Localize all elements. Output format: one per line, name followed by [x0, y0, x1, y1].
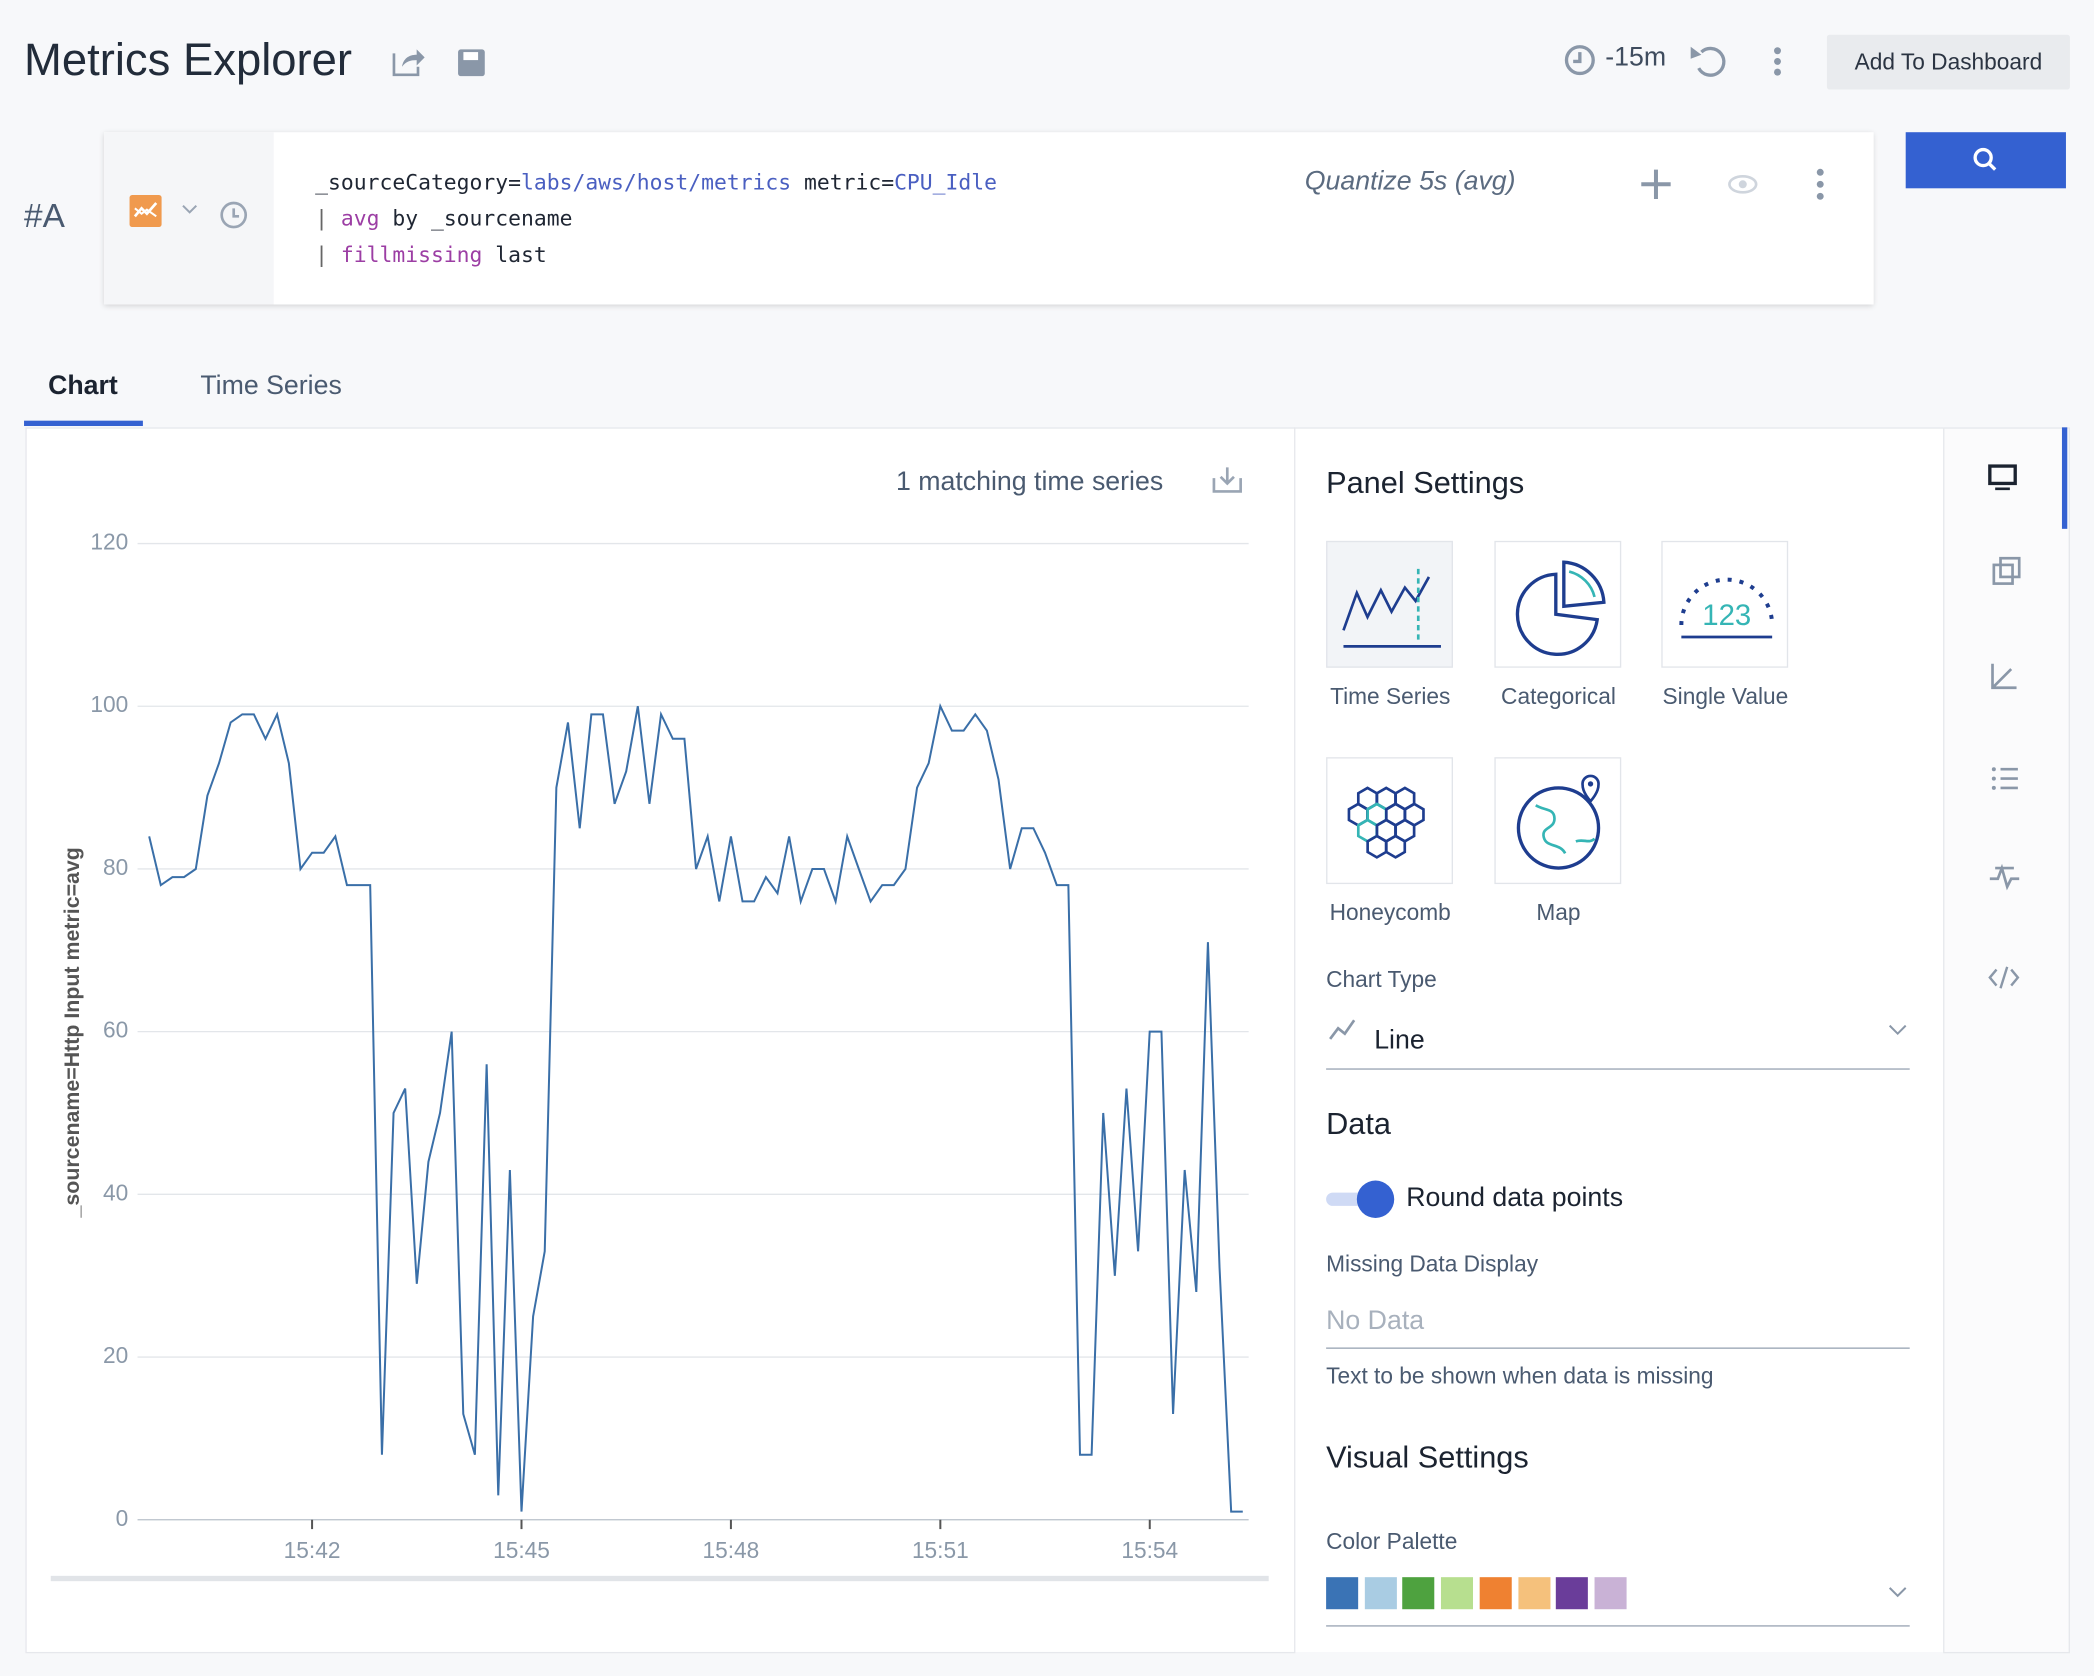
query-line: _sourceCategory=labs/aws/host/metrics me… — [315, 164, 997, 200]
query-token: | — [315, 241, 341, 268]
matching-count: 1 matching time series — [895, 467, 1164, 497]
hex-cell — [1366, 834, 1388, 859]
query-label: #A — [24, 197, 65, 236]
quantize[interactable]: Quantize 5s (avg) — [1304, 166, 1516, 197]
missing-input[interactable]: No Data — [1326, 1306, 1425, 1336]
x-tick-label: 15:51 — [912, 1537, 969, 1563]
y-tick-label: 20 — [103, 1342, 128, 1368]
query-token: | — [315, 205, 341, 232]
palette-swatch — [1479, 1577, 1512, 1610]
x-tick-label: 15:48 — [703, 1537, 760, 1563]
search-button[interactable] — [1905, 132, 2066, 189]
field-label: Chart Type — [1326, 966, 1437, 993]
underline — [1326, 1347, 1910, 1349]
hex-cell — [1385, 834, 1407, 859]
y-tick-label: 0 — [116, 1505, 129, 1531]
palette-swatch — [1556, 1577, 1589, 1610]
chevron[interactable] — [1886, 1020, 1910, 1039]
y-tick-label: 120 — [90, 529, 128, 555]
chart-panel — [25, 427, 1296, 1654]
query-line: | avg by _sourcename — [315, 200, 997, 236]
palette-swatch — [1364, 1577, 1397, 1610]
chart-kind-label: Categorical — [1501, 683, 1616, 710]
y-tick-label: 40 — [103, 1179, 128, 1205]
query-token: fillmissing — [340, 241, 483, 268]
section-title: Visual Settings — [1326, 1439, 1529, 1475]
query-token: labs/aws/host/metrics — [520, 169, 792, 195]
svg-text:123: 123 — [1702, 599, 1751, 632]
title-icons — [392, 49, 485, 77]
underline — [1326, 1625, 1910, 1627]
chart-kind-label: Single Value — [1662, 683, 1789, 710]
toggle-label: Round data points — [1406, 1183, 1624, 1213]
palette-swatch — [1594, 1577, 1627, 1610]
toolbar-icons[interactable] — [1562, 41, 1802, 81]
download-icon[interactable] — [1211, 465, 1246, 497]
query-actions[interactable] — [1637, 167, 1837, 202]
categorical-icon — [1515, 560, 1606, 657]
chart-kind-card[interactable] — [1326, 540, 1453, 668]
query-token: metric= — [791, 169, 895, 195]
single-value-icon: 123 — [1679, 577, 1775, 639]
y-tick-label: 60 — [103, 1017, 128, 1043]
palette-swatch — [1517, 1577, 1550, 1610]
chart-kind-card[interactable] — [1494, 757, 1622, 885]
field-label: Missing Data Display — [1326, 1251, 1539, 1277]
x-tick-label: 15:42 — [284, 1537, 341, 1563]
help-text: Text to be shown when data is missing — [1326, 1363, 1714, 1389]
query-token: last — [482, 241, 547, 268]
honeycomb-icon — [1347, 786, 1425, 859]
time-range[interactable]: -15m — [1605, 42, 1667, 73]
query-icons[interactable] — [128, 194, 251, 231]
chart-type-select[interactable]: Line — [1374, 1025, 1425, 1056]
query-token: avg — [340, 205, 380, 232]
time-series-icon — [1342, 568, 1441, 648]
toggle-knob[interactable] — [1356, 1180, 1395, 1218]
field-label: Color Palette — [1326, 1529, 1458, 1555]
query-token: by _sourcename — [379, 205, 573, 232]
query-text[interactable]: _sourceCategory=labs/aws/host/metrics me… — [315, 164, 997, 272]
query-line: | fillmissing last — [315, 236, 997, 272]
query-token: CPU_Idle — [894, 169, 997, 195]
y-tick-label: 100 — [90, 691, 128, 717]
scrollbar[interactable] — [50, 1575, 1269, 1582]
chart-kind-card[interactable] — [1494, 540, 1622, 668]
x-tick-label: 15:54 — [1121, 1537, 1178, 1563]
side-bar-indicator — [2061, 427, 2068, 529]
search-icon — [1973, 147, 1997, 171]
side-bar — [1943, 427, 2070, 1654]
chart-kind-card[interactable] — [1326, 757, 1453, 885]
series-line — [148, 703, 1243, 1513]
section-title: Panel Settings — [1326, 464, 1525, 500]
chart-kind-label: Honeycomb — [1329, 900, 1451, 926]
y-axis-label: _sourcename=Http Input metric=avg — [60, 847, 84, 1218]
chart-kind-label: Time Series — [1330, 683, 1451, 710]
y-tick-label: 80 — [103, 854, 128, 880]
line-icon — [1329, 1019, 1356, 1040]
palette-swatch — [1326, 1577, 1359, 1610]
palette-swatch — [1441, 1577, 1474, 1610]
map-icon — [1516, 774, 1601, 870]
add-to-dashboard[interactable]: Add To Dashboard — [1826, 34, 2070, 90]
section-title: Data — [1326, 1105, 1392, 1141]
page-title: Metrics Explorer — [24, 34, 353, 86]
query-box: _sourceCategory=labs/aws/host/metrics me… — [104, 132, 1874, 305]
x-tick-label: 15:45 — [493, 1537, 550, 1563]
query-token: _sourceCategory= — [315, 169, 521, 195]
side-icons[interactable] — [1976, 454, 2029, 1002]
underline — [1326, 1068, 1910, 1070]
tab[interactable]: Time Series — [200, 371, 342, 401]
tab[interactable]: Chart — [48, 371, 118, 401]
chevron[interactable] — [1886, 1583, 1910, 1602]
tab-underline — [24, 420, 143, 427]
palette-swatch — [1402, 1577, 1435, 1610]
chart-kind-card[interactable]: 123 — [1661, 540, 1789, 668]
chart-kind-label: Map — [1536, 900, 1581, 926]
